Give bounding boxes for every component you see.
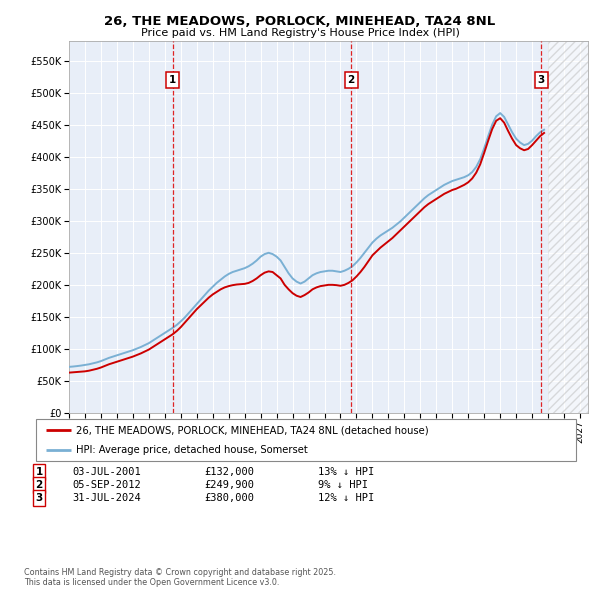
Text: 1: 1 <box>35 467 43 477</box>
Text: 05-SEP-2012: 05-SEP-2012 <box>72 480 141 490</box>
Text: 3: 3 <box>538 76 545 86</box>
Text: 31-JUL-2024: 31-JUL-2024 <box>72 493 141 503</box>
Text: 03-JUL-2001: 03-JUL-2001 <box>72 467 141 477</box>
Text: Contains HM Land Registry data © Crown copyright and database right 2025.
This d: Contains HM Land Registry data © Crown c… <box>24 568 336 587</box>
Text: 26, THE MEADOWS, PORLOCK, MINEHEAD, TA24 8NL (detached house): 26, THE MEADOWS, PORLOCK, MINEHEAD, TA24… <box>77 425 429 435</box>
Text: HPI: Average price, detached house, Somerset: HPI: Average price, detached house, Some… <box>77 445 308 455</box>
Text: 13% ↓ HPI: 13% ↓ HPI <box>318 467 374 477</box>
Text: 26, THE MEADOWS, PORLOCK, MINEHEAD, TA24 8NL: 26, THE MEADOWS, PORLOCK, MINEHEAD, TA24… <box>104 15 496 28</box>
Text: £132,000: £132,000 <box>204 467 254 477</box>
Text: 9% ↓ HPI: 9% ↓ HPI <box>318 480 368 490</box>
Text: 2: 2 <box>35 480 43 490</box>
Text: Price paid vs. HM Land Registry's House Price Index (HPI): Price paid vs. HM Land Registry's House … <box>140 28 460 38</box>
Text: 2: 2 <box>347 76 355 86</box>
Text: 1: 1 <box>169 76 176 86</box>
Text: £380,000: £380,000 <box>204 493 254 503</box>
Text: 3: 3 <box>35 493 43 503</box>
Text: 12% ↓ HPI: 12% ↓ HPI <box>318 493 374 503</box>
Text: £249,900: £249,900 <box>204 480 254 490</box>
